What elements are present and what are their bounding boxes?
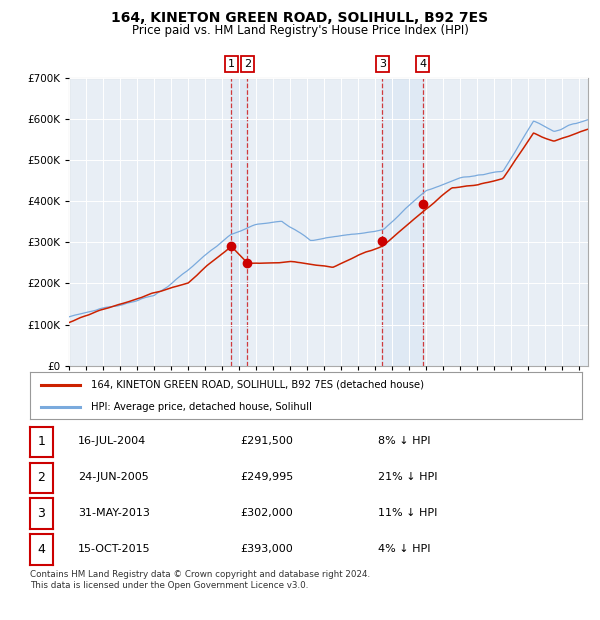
Text: 11% ↓ HPI: 11% ↓ HPI [378,508,437,518]
Text: 8% ↓ HPI: 8% ↓ HPI [378,436,431,446]
Text: 31-MAY-2013: 31-MAY-2013 [78,508,150,518]
Text: HPI: Average price, detached house, Solihull: HPI: Average price, detached house, Soli… [91,402,311,412]
Bar [232,78,247,366]
Text: 1: 1 [228,59,235,69]
Text: 2: 2 [37,471,46,484]
Text: £302,000: £302,000 [240,508,293,518]
Text: 3: 3 [379,59,386,69]
Text: 2: 2 [244,59,251,69]
Text: £291,500: £291,500 [240,436,293,446]
Text: Contains HM Land Registry data © Crown copyright and database right 2024.
This d: Contains HM Land Registry data © Crown c… [30,570,370,590]
Text: 164, KINETON GREEN ROAD, SOLIHULL, B92 7ES: 164, KINETON GREEN ROAD, SOLIHULL, B92 7… [112,11,488,25]
Text: 4: 4 [37,543,46,556]
Text: 1: 1 [37,435,46,448]
Text: 16-JUL-2004: 16-JUL-2004 [78,436,146,446]
Text: £393,000: £393,000 [240,544,293,554]
Text: 24-JUN-2005: 24-JUN-2005 [78,472,149,482]
Text: Price paid vs. HM Land Registry's House Price Index (HPI): Price paid vs. HM Land Registry's House … [131,24,469,37]
Text: 4: 4 [419,59,427,69]
Text: 15-OCT-2015: 15-OCT-2015 [78,544,151,554]
Text: 164, KINETON GREEN ROAD, SOLIHULL, B92 7ES (detached house): 164, KINETON GREEN ROAD, SOLIHULL, B92 7… [91,379,424,389]
Text: £249,995: £249,995 [240,472,293,482]
Text: 21% ↓ HPI: 21% ↓ HPI [378,472,437,482]
Text: 4% ↓ HPI: 4% ↓ HPI [378,544,431,554]
Bar [382,78,423,366]
Text: 3: 3 [37,507,46,520]
